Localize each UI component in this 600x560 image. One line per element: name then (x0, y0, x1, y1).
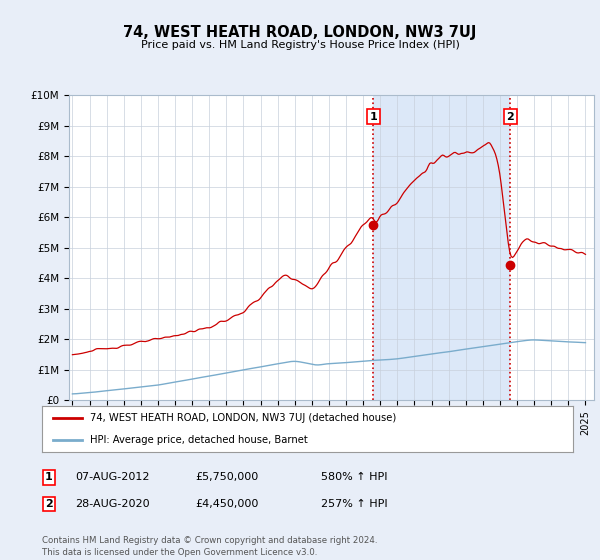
Text: £5,750,000: £5,750,000 (195, 472, 258, 482)
Text: 2: 2 (506, 111, 514, 122)
Text: 1: 1 (45, 472, 53, 482)
Text: Price paid vs. HM Land Registry's House Price Index (HPI): Price paid vs. HM Land Registry's House … (140, 40, 460, 50)
Text: HPI: Average price, detached house, Barnet: HPI: Average price, detached house, Barn… (90, 435, 308, 445)
Text: Contains HM Land Registry data © Crown copyright and database right 2024.
This d: Contains HM Land Registry data © Crown c… (42, 536, 377, 557)
Text: 257% ↑ HPI: 257% ↑ HPI (321, 499, 388, 509)
Text: 74, WEST HEATH ROAD, LONDON, NW3 7UJ (detached house): 74, WEST HEATH ROAD, LONDON, NW3 7UJ (de… (90, 413, 396, 423)
Text: £4,450,000: £4,450,000 (195, 499, 259, 509)
Text: 580% ↑ HPI: 580% ↑ HPI (321, 472, 388, 482)
Text: 1: 1 (370, 111, 377, 122)
Text: 07-AUG-2012: 07-AUG-2012 (75, 472, 149, 482)
Text: 2: 2 (45, 499, 53, 509)
Text: 74, WEST HEATH ROAD, LONDON, NW3 7UJ: 74, WEST HEATH ROAD, LONDON, NW3 7UJ (124, 25, 476, 40)
Bar (373, 95, 510, 400)
Text: 28-AUG-2020: 28-AUG-2020 (75, 499, 149, 509)
